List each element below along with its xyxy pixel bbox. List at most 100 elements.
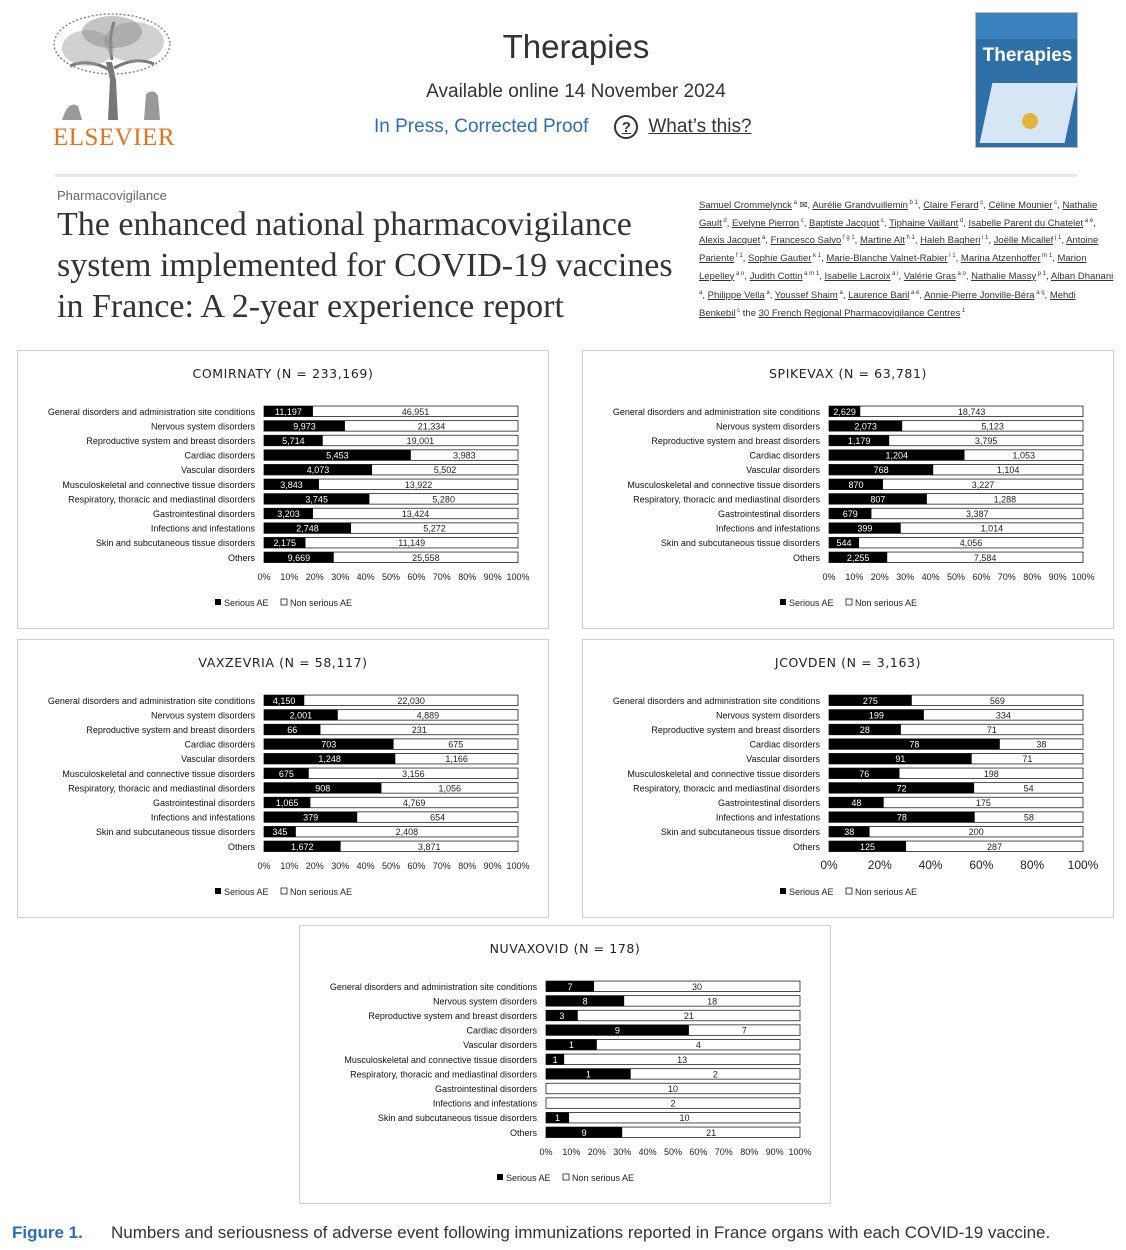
author-affiliation[interactable]: a: [760, 235, 766, 242]
legend-non-serious-label: Non serious AE: [572, 1173, 634, 1183]
category-label: Musculoskeletal and connective tissue di…: [627, 769, 820, 779]
author-affiliation[interactable]: f 1: [734, 252, 743, 259]
whats-this-label: What’s this?: [648, 116, 752, 137]
author-affiliation[interactable]: a e: [909, 290, 920, 297]
author-affiliation[interactable]: f g 1: [841, 235, 855, 242]
non-serious-value-label: 1,288: [994, 494, 1017, 504]
in-press-link[interactable]: In Press, Corrected Proof: [374, 116, 589, 137]
author-affiliation[interactable]: a: [764, 290, 770, 297]
serious-bar: [546, 995, 625, 1007]
non-serious-value-label: 2: [670, 1099, 675, 1109]
whats-this-link[interactable]: ? What’s this?: [614, 115, 752, 139]
author-affiliation[interactable]: c: [735, 307, 741, 314]
author-link[interactable]: Alexis Jacquet: [699, 235, 761, 247]
author-affiliation[interactable]: 1: [960, 307, 966, 314]
author-group-link[interactable]: 30 French Regional Pharmacovigilance Cen…: [758, 308, 961, 320]
author-link[interactable]: Francesco Salvo: [770, 235, 842, 247]
non-serious-value-label: 1,053: [1012, 451, 1035, 461]
author-link[interactable]: Joëlle Micallef: [993, 235, 1054, 247]
author-affiliation[interactable]: i 1: [980, 235, 989, 242]
author-link[interactable]: Céline Mounier: [988, 200, 1053, 212]
author-link[interactable]: Nathalie Gault: [699, 200, 1098, 229]
author-link[interactable]: Laurence Baril: [848, 290, 910, 302]
x-tick-label: 70%: [433, 572, 451, 582]
author-affiliation[interactable]: b 1: [907, 200, 918, 206]
x-tick-label: 50%: [947, 572, 965, 582]
author-link[interactable]: Philippe Vella: [707, 290, 765, 302]
author-link[interactable]: Annie-Pierre Jonville-Béra: [924, 290, 1035, 302]
journal-title[interactable]: Therapies: [502, 28, 650, 65]
author-link[interactable]: Nathalie Massy: [971, 270, 1037, 282]
author-link[interactable]: Martine Alt: [859, 235, 905, 247]
author-affiliation[interactable]: a: [699, 290, 703, 297]
x-tick-label: 60%: [407, 572, 425, 582]
serious-bar: [829, 797, 884, 808]
non-serious-value-label: 19,001: [407, 436, 435, 446]
author-link[interactable]: Tiphaine Vaillant: [889, 217, 959, 229]
category-label: Skin and subcutaneous tissue disorders: [661, 827, 821, 837]
non-serious-bar: [545, 1082, 801, 1095]
author-link[interactable]: Judith Cottin: [749, 270, 803, 282]
author-link[interactable]: Marina Atzenhoffer: [960, 253, 1041, 265]
author-affiliation[interactable]: a: [791, 200, 797, 206]
author-link[interactable]: Antoine Pariente: [699, 235, 1099, 265]
journal-cover[interactable]: Therapies: [975, 12, 1078, 148]
author-affiliation[interactable]: p 1: [1036, 270, 1047, 277]
non-serious-value-label: 11,149: [398, 538, 425, 548]
author-link[interactable]: Haleh Bagheri: [920, 235, 981, 247]
x-tick-label: 100%: [506, 572, 529, 582]
author-link[interactable]: Baptiste Jacquot: [809, 217, 880, 229]
legend-non-serious-swatch: [845, 598, 853, 606]
author-affiliation[interactable]: a q: [1034, 290, 1045, 297]
legend-serious-label: Serious AE: [224, 887, 269, 897]
author-link[interactable]: Youssef Shaim: [774, 290, 838, 302]
non-serious-value-label: 7,584: [974, 553, 997, 563]
author-affiliation[interactable]: j 1: [1053, 235, 1062, 242]
serious-value-label: 679: [843, 509, 858, 519]
serious-value-label: 399: [857, 524, 872, 534]
author-affiliation[interactable]: c: [978, 200, 984, 206]
author-link[interactable]: Mehdi Benkebil: [699, 290, 1076, 320]
serious-bar: [264, 782, 382, 794]
author-affiliation[interactable]: c: [1052, 200, 1058, 206]
author-affiliation[interactable]: a m 1: [802, 270, 820, 277]
serious-value-label: 345: [272, 827, 287, 837]
x-tick-label: 0%: [822, 572, 835, 582]
non-serious-bar: [263, 826, 519, 838]
category-label: Gastrointestinal disorders: [153, 798, 256, 808]
author-affiliation[interactable]: h 1: [904, 235, 915, 242]
legend-non-serious-swatch: [845, 887, 853, 895]
author-link[interactable]: Evelyne Pierron: [732, 217, 800, 229]
author-link[interactable]: Valérie Gras: [903, 270, 956, 282]
author-affiliation[interactable]: d: [958, 217, 964, 224]
non-serious-value-label: 3,156: [402, 769, 425, 779]
author-link[interactable]: Marion Lepelley: [699, 253, 1087, 282]
author-link[interactable]: Alban Dhanani: [1050, 270, 1114, 282]
legend-non-serious-swatch: [280, 887, 288, 895]
author-link[interactable]: Sophie Gautier: [748, 253, 812, 265]
author-link[interactable]: Isabelle Parent du Chatelet: [968, 217, 1084, 229]
author-link[interactable]: Isabelle Lacroix: [824, 270, 891, 282]
author-affiliation[interactable]: a: [837, 290, 843, 297]
author-link[interactable]: Claire Ferard: [923, 200, 979, 212]
author-link[interactable]: Aurélie Grandvuillemin: [812, 200, 908, 212]
author-affiliation[interactable]: a i: [890, 270, 899, 277]
author-affiliation[interactable]: m 1: [1040, 252, 1053, 259]
x-tick-label: 60%: [972, 572, 990, 582]
author-affiliation[interactable]: a e: [1083, 217, 1094, 224]
author-affiliation[interactable]: c: [879, 217, 884, 224]
serious-bar: [264, 811, 358, 823]
serious-bar: [829, 811, 975, 823]
author-link[interactable]: Samuel Crommelynck: [699, 200, 792, 212]
email-icon[interactable]: ✉: [796, 200, 808, 212]
author-link[interactable]: Marie-Blanche Valnet-Rabier: [826, 253, 948, 265]
non-serious-value-label: 3,387: [966, 509, 989, 519]
author-affiliation[interactable]: a o: [955, 270, 966, 277]
author-affiliation[interactable]: c: [799, 217, 804, 224]
x-tick-label: 0%: [820, 858, 838, 872]
elsevier-logo[interactable]: ELSEVIER: [48, 10, 180, 152]
author-affiliation[interactable]: k 1: [811, 252, 822, 259]
author-affiliation[interactable]: l 1: [947, 252, 956, 259]
author-affiliation[interactable]: a n: [734, 270, 745, 277]
author-affiliation[interactable]: d: [721, 217, 727, 224]
